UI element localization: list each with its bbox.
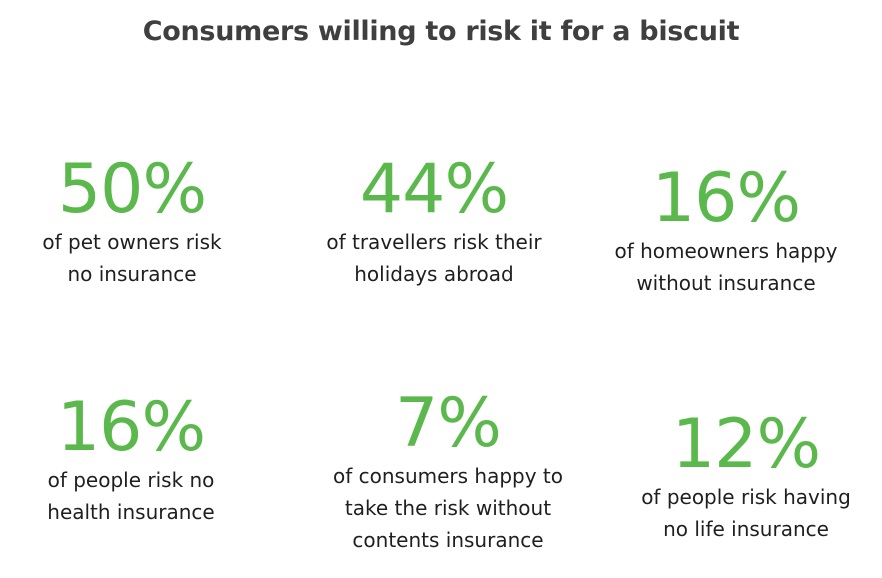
caption-line: of travellers risk their: [326, 230, 542, 254]
stat-value: 44%: [359, 150, 509, 229]
caption-line: health insurance: [47, 500, 215, 524]
stat-life: 12% of people risk having no life insura…: [601, 411, 882, 545]
stat-caption: of pet owners risk no insurance: [0, 226, 277, 290]
caption-line: no insurance: [67, 262, 197, 286]
stat-value: 12%: [671, 405, 821, 484]
stat-homeowners: 16% of homeowners happy without insuranc…: [581, 165, 871, 299]
caption-line: of people risk no: [47, 468, 215, 492]
caption-line: contents insurance: [352, 528, 544, 552]
stat-caption: of travellers risk their holidays abroad: [289, 226, 579, 290]
caption-line: holidays abroad: [354, 262, 514, 286]
stat-value: 16%: [651, 159, 801, 238]
stat-caption: of people risk no health insurance: [0, 464, 276, 528]
stat-caption: of homeowners happy without insurance: [581, 235, 871, 299]
stat-pet-owners: 50% of pet owners risk no insurance: [0, 156, 277, 290]
stat-health: 16% of people risk no health insurance: [0, 394, 276, 528]
caption-line: of consumers happy to: [332, 464, 564, 488]
stat-value: 7%: [395, 384, 502, 463]
stat-value: 50%: [57, 150, 207, 229]
caption-line: without insurance: [636, 271, 816, 295]
stat-travellers: 44% of travellers risk their holidays ab…: [289, 156, 579, 290]
stat-value: 16%: [56, 388, 206, 467]
stat-contents: 7% of consumers happy to take the risk w…: [303, 390, 593, 556]
caption-line: of homeowners happy: [614, 239, 838, 263]
stat-caption: of people risk having no life insurance: [601, 481, 882, 545]
caption-line: no life insurance: [663, 517, 829, 541]
stat-caption: of consumers happy to take the risk with…: [303, 460, 593, 556]
page-title: Consumers willing to risk it for a biscu…: [142, 16, 740, 47]
caption-line: take the risk without: [344, 496, 552, 520]
caption-line: of people risk having: [641, 485, 851, 509]
caption-line: of pet owners risk: [42, 230, 222, 254]
